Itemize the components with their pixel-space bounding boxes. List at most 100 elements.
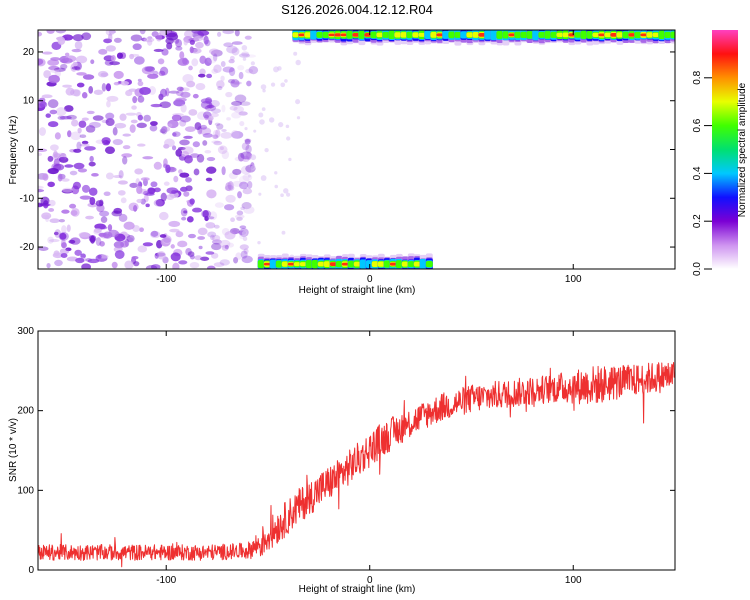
noise-speck bbox=[225, 182, 232, 191]
noise-speck bbox=[221, 128, 227, 132]
noise-speck bbox=[61, 57, 73, 64]
noise-speck bbox=[194, 255, 203, 261]
noise-speck bbox=[89, 196, 96, 206]
noise-speck bbox=[232, 180, 243, 187]
noise-speck bbox=[224, 204, 235, 211]
spectral-band-cell bbox=[412, 32, 420, 38]
spectral-band-cell bbox=[460, 31, 468, 39]
noise-speck bbox=[157, 58, 165, 65]
noise-speck bbox=[211, 49, 223, 57]
noise-speck bbox=[155, 32, 162, 42]
noise-speck bbox=[226, 117, 231, 121]
noise-speck bbox=[114, 250, 125, 259]
noise-speck bbox=[250, 154, 257, 161]
noise-speck bbox=[180, 207, 188, 217]
noise-speck bbox=[278, 121, 284, 128]
noise-speck bbox=[212, 53, 218, 62]
noise-speck bbox=[42, 51, 53, 55]
noise-speck bbox=[164, 138, 175, 147]
noise-speck bbox=[50, 57, 61, 61]
noise-speck bbox=[231, 101, 243, 106]
noise-speck bbox=[230, 217, 235, 223]
noise-speck bbox=[214, 202, 225, 208]
spectral-band-cell bbox=[610, 33, 618, 37]
noise-speck bbox=[210, 112, 219, 118]
noise-speck bbox=[204, 105, 217, 112]
noise-speck bbox=[73, 148, 82, 153]
noise-speck bbox=[241, 202, 252, 210]
noise-speck bbox=[87, 258, 100, 264]
spectral-band-cell bbox=[406, 31, 414, 39]
noise-speck bbox=[283, 188, 289, 194]
spectral-band-cell bbox=[353, 261, 361, 267]
noise-speck bbox=[66, 224, 71, 232]
noise-speck bbox=[175, 39, 183, 48]
spectral-band-cell bbox=[490, 30, 498, 41]
noise-speck bbox=[206, 55, 217, 64]
noise-speck bbox=[232, 168, 242, 176]
noise-speck bbox=[137, 80, 144, 87]
noise-speck bbox=[121, 153, 133, 158]
noise-speck bbox=[195, 83, 206, 91]
noise-speck bbox=[109, 61, 121, 66]
spectral-band-cell bbox=[322, 31, 330, 39]
noise-speck bbox=[213, 224, 220, 229]
spectral-band-cell bbox=[298, 33, 306, 37]
noise-speck bbox=[70, 210, 78, 216]
noise-speck bbox=[130, 119, 138, 124]
snr-frame bbox=[37, 330, 676, 571]
noise-speck bbox=[211, 239, 222, 245]
spectral-band-cell bbox=[323, 261, 331, 267]
spectral-band-cell bbox=[472, 32, 480, 38]
noise-speck bbox=[295, 99, 301, 105]
snr-panel: -100 0 100 0 100 200 300 Height of straight l… bbox=[8, 326, 676, 595]
y-tick-label: 200 bbox=[17, 406, 34, 417]
noise-speck bbox=[82, 74, 95, 80]
noise-speck bbox=[205, 222, 216, 229]
noise-speck bbox=[84, 146, 96, 151]
noise-speck bbox=[180, 91, 191, 98]
spectral-band-cell bbox=[395, 260, 403, 268]
noise-speck bbox=[192, 141, 200, 148]
noise-speck bbox=[59, 248, 70, 255]
noise-speck bbox=[235, 252, 242, 260]
noise-speck bbox=[38, 31, 43, 37]
noise-speck bbox=[119, 113, 127, 121]
noise-speck bbox=[57, 36, 66, 46]
noise-speck bbox=[132, 96, 138, 104]
noise-speck bbox=[183, 210, 188, 214]
noise-speck bbox=[219, 239, 231, 248]
noise-speck bbox=[204, 57, 212, 66]
noise-speck bbox=[171, 114, 182, 122]
spectral-band-cell bbox=[598, 33, 606, 37]
noise-speck bbox=[205, 177, 213, 182]
noise-speck bbox=[59, 232, 67, 240]
noise-speck bbox=[180, 103, 187, 113]
noise-speck bbox=[181, 216, 187, 221]
noise-speck bbox=[74, 249, 82, 256]
noise-speck bbox=[106, 95, 119, 102]
noise-speck bbox=[242, 188, 253, 195]
noise-speck bbox=[185, 177, 192, 183]
snr-ylabel: SNR (10 * v/v) bbox=[8, 418, 19, 482]
noise-speck bbox=[88, 121, 101, 129]
noise-speck bbox=[189, 261, 200, 269]
spectral-band-cell bbox=[580, 30, 588, 39]
noise-speck bbox=[133, 56, 145, 65]
noise-speck bbox=[243, 248, 249, 255]
noise-speck bbox=[45, 215, 50, 223]
noise-speck bbox=[85, 215, 94, 220]
noise-speck bbox=[88, 235, 97, 243]
noise-speck bbox=[169, 228, 180, 233]
noise-speck bbox=[78, 232, 90, 238]
noise-speck bbox=[153, 199, 163, 207]
noise-speck bbox=[209, 211, 218, 221]
noise-speck bbox=[76, 82, 85, 88]
noise-speck bbox=[139, 227, 144, 232]
spectral-band-cell bbox=[352, 32, 360, 37]
noise-speck bbox=[246, 80, 252, 87]
noise-speck bbox=[220, 75, 225, 82]
noise-speck bbox=[234, 94, 247, 103]
spectral-band-cell bbox=[664, 31, 672, 39]
